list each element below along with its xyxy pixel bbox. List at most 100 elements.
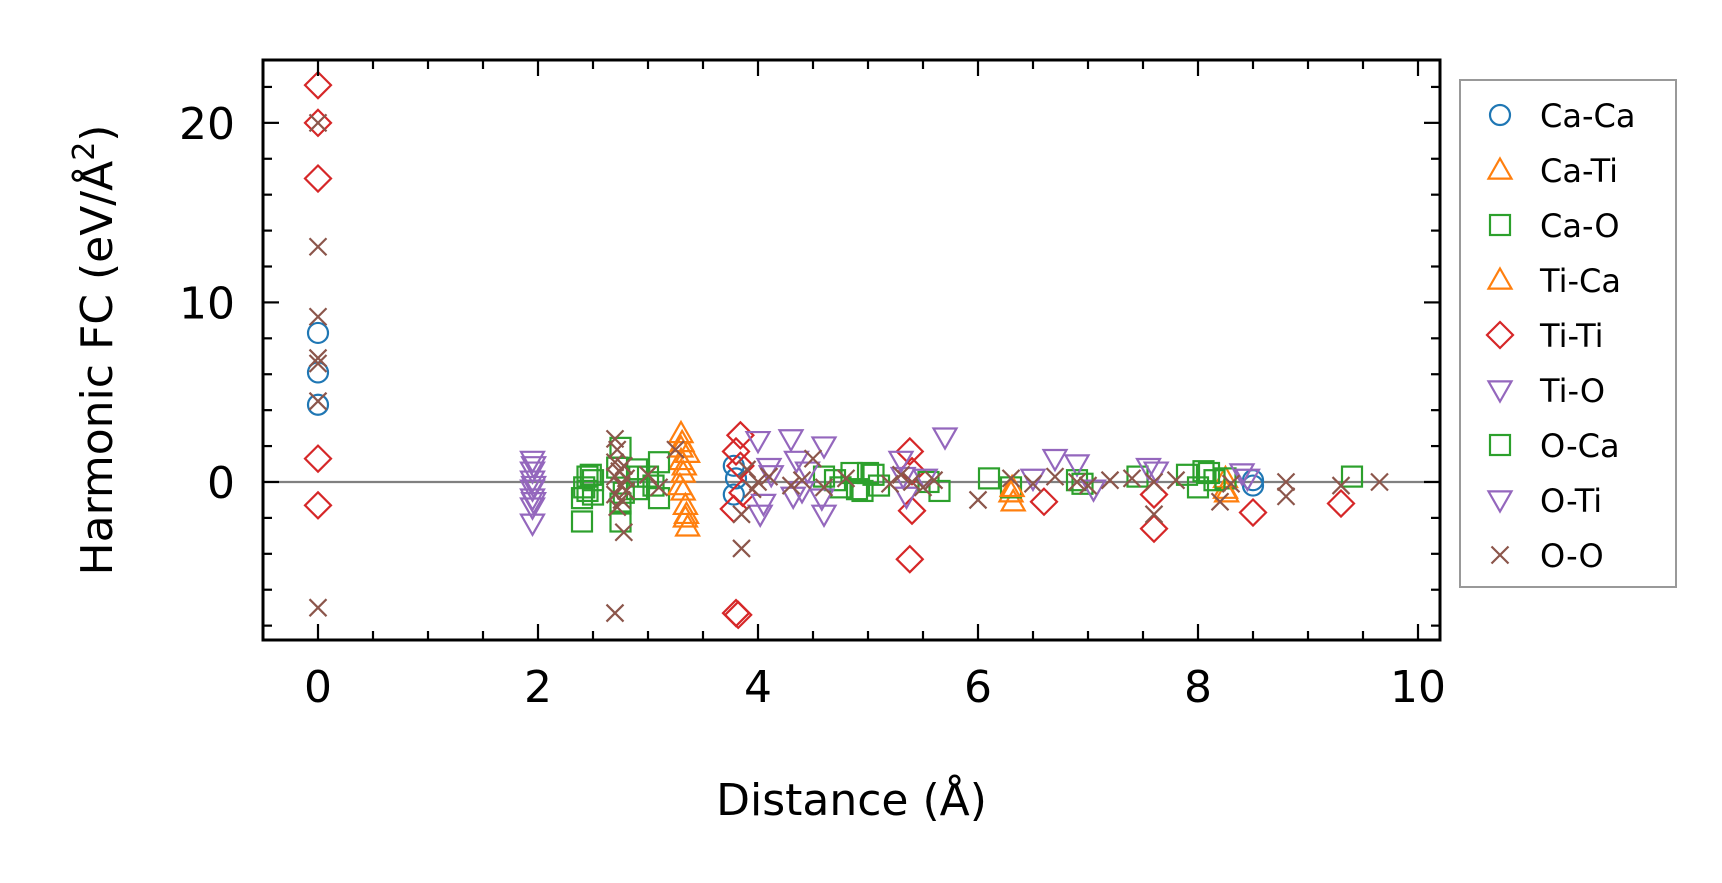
data-point-ca-ca <box>724 467 748 490</box>
data-point-o-o <box>1221 474 1241 494</box>
series-ti-ti <box>303 70 1356 630</box>
data-point-ti-ti <box>1139 514 1169 544</box>
data-point-o-ca <box>1203 469 1226 492</box>
data-point-o-ti <box>520 492 547 516</box>
data-point-o-ca <box>573 476 596 499</box>
data-point-o-o <box>649 478 669 497</box>
data-point-o-o <box>638 465 658 485</box>
data-point-o-o <box>1023 474 1043 494</box>
data-point-o-o <box>1045 467 1065 486</box>
markers <box>303 70 1389 630</box>
legend-marker <box>1488 433 1512 457</box>
data-point-o-ti <box>1019 468 1047 493</box>
data-point-ca-o <box>570 510 594 533</box>
data-point-o-ca <box>642 474 665 497</box>
data-point-o-o <box>732 505 751 524</box>
data-point-ca-o <box>977 467 1001 490</box>
data-point-o-o <box>616 481 636 501</box>
data-point-o-o <box>1276 472 1296 492</box>
legend-marker <box>1486 380 1514 404</box>
legend-entry-label: O-O <box>1540 537 1604 575</box>
data-point-o-o <box>1276 487 1296 506</box>
y-axis-label-close: ) <box>72 125 123 142</box>
data-point-ca-ca <box>722 483 745 506</box>
data-point-o-o <box>814 478 834 497</box>
data-point-ca-ca <box>1241 474 1265 497</box>
legend-entry-label: Ca-Ca <box>1540 97 1635 135</box>
data-point-o-o <box>737 460 757 479</box>
data-point-o-o <box>748 472 768 492</box>
data-point-ca-ca <box>306 393 330 416</box>
data-point-ti-ti <box>1139 479 1169 510</box>
x-tick-label: 0 <box>304 662 332 713</box>
data-point-o-o <box>1067 472 1087 492</box>
data-point-o-o <box>913 478 933 497</box>
data-point-ti-o <box>887 450 915 475</box>
data-point-ti-ti <box>897 496 927 526</box>
legend-marker <box>1488 213 1512 237</box>
y-tick-label: 10 <box>179 278 235 329</box>
data-point-ti-o <box>1063 454 1091 478</box>
legend-entry-label: Ti-O <box>1539 372 1605 410</box>
data-point-ca-ti <box>672 491 699 516</box>
data-point-ti-ti <box>1326 488 1356 519</box>
data-point-ti-ti <box>303 108 333 138</box>
data-point-o-o <box>308 348 328 368</box>
x-tick-label: 8 <box>1184 662 1212 713</box>
data-point-o-o <box>605 603 625 623</box>
data-point-o-o <box>880 474 900 494</box>
data-point-o-o <box>759 467 779 486</box>
data-point-ca-o <box>647 487 671 510</box>
y-axis-label: Harmonic FC (eV/Å2) <box>67 125 123 576</box>
data-point-o-o <box>1166 470 1186 490</box>
data-point-o-o <box>781 476 801 495</box>
data-point-ca-o <box>581 469 605 492</box>
y-tick-label: 20 <box>179 99 235 150</box>
data-point-ca-o <box>1197 461 1221 485</box>
data-point-ti-ti <box>303 490 333 520</box>
data-point-o-o <box>308 391 328 411</box>
data-point-ti-o <box>788 481 816 505</box>
x-tick-label: 2 <box>524 662 552 713</box>
data-point-ti-ca <box>1213 479 1240 503</box>
legend-marker <box>1486 156 1514 180</box>
data-point-ti-o <box>744 430 772 455</box>
data-point-ti-ti <box>895 436 925 467</box>
data-point-ca-o <box>647 451 671 474</box>
data-point-o-o <box>1001 469 1021 488</box>
data-point-o-o <box>1370 472 1389 492</box>
data-point-ti-ti <box>303 70 333 100</box>
data-point-o-o <box>1144 472 1164 492</box>
data-point-o-o <box>308 598 328 617</box>
legend-entry-label: O-Ti <box>1540 482 1602 520</box>
data-point-ti-ti <box>303 444 333 474</box>
data-point-o-o <box>836 469 856 488</box>
y-axis-label-superscript: 2 <box>67 142 102 161</box>
data-point-o-ti <box>757 465 785 489</box>
data-point-o-ti <box>1142 461 1170 485</box>
legend-marker <box>1490 545 1510 565</box>
x-axis-label: Distance (Å) <box>716 773 987 826</box>
data-point-o-ti <box>746 504 774 529</box>
data-point-ti-o <box>777 429 805 453</box>
data-point-o-o <box>803 449 823 468</box>
legend: Ca-Ca Ca-Ti Ca-O Ti-Ca Ti-Ti Ti-O O-Ca O-Ti O-O <box>1459 79 1677 588</box>
data-point-o-o <box>612 490 631 510</box>
data-point-o-o <box>891 465 911 485</box>
data-point-ti-ca <box>666 471 694 496</box>
data-point-o-ti <box>520 475 547 500</box>
legend-entry-label: Ti-Ti <box>1539 317 1604 355</box>
y-tick-label: 0 <box>207 458 235 509</box>
data-point-ti-ca <box>670 452 698 476</box>
data-point-ti-o <box>519 513 546 537</box>
data-point-ca-ti <box>674 513 701 537</box>
data-point-ti-o <box>810 436 838 460</box>
data-point-ti-ti <box>1029 487 1059 517</box>
x-tick-label: 10 <box>1390 662 1446 713</box>
data-point-o-ti <box>1234 468 1261 493</box>
data-point-o-o <box>1078 476 1098 495</box>
data-point-o-o <box>1331 476 1351 495</box>
data-point-ti-ti <box>303 163 333 194</box>
data-point-ti-o <box>810 504 838 529</box>
x-tick-label: 6 <box>964 662 992 713</box>
